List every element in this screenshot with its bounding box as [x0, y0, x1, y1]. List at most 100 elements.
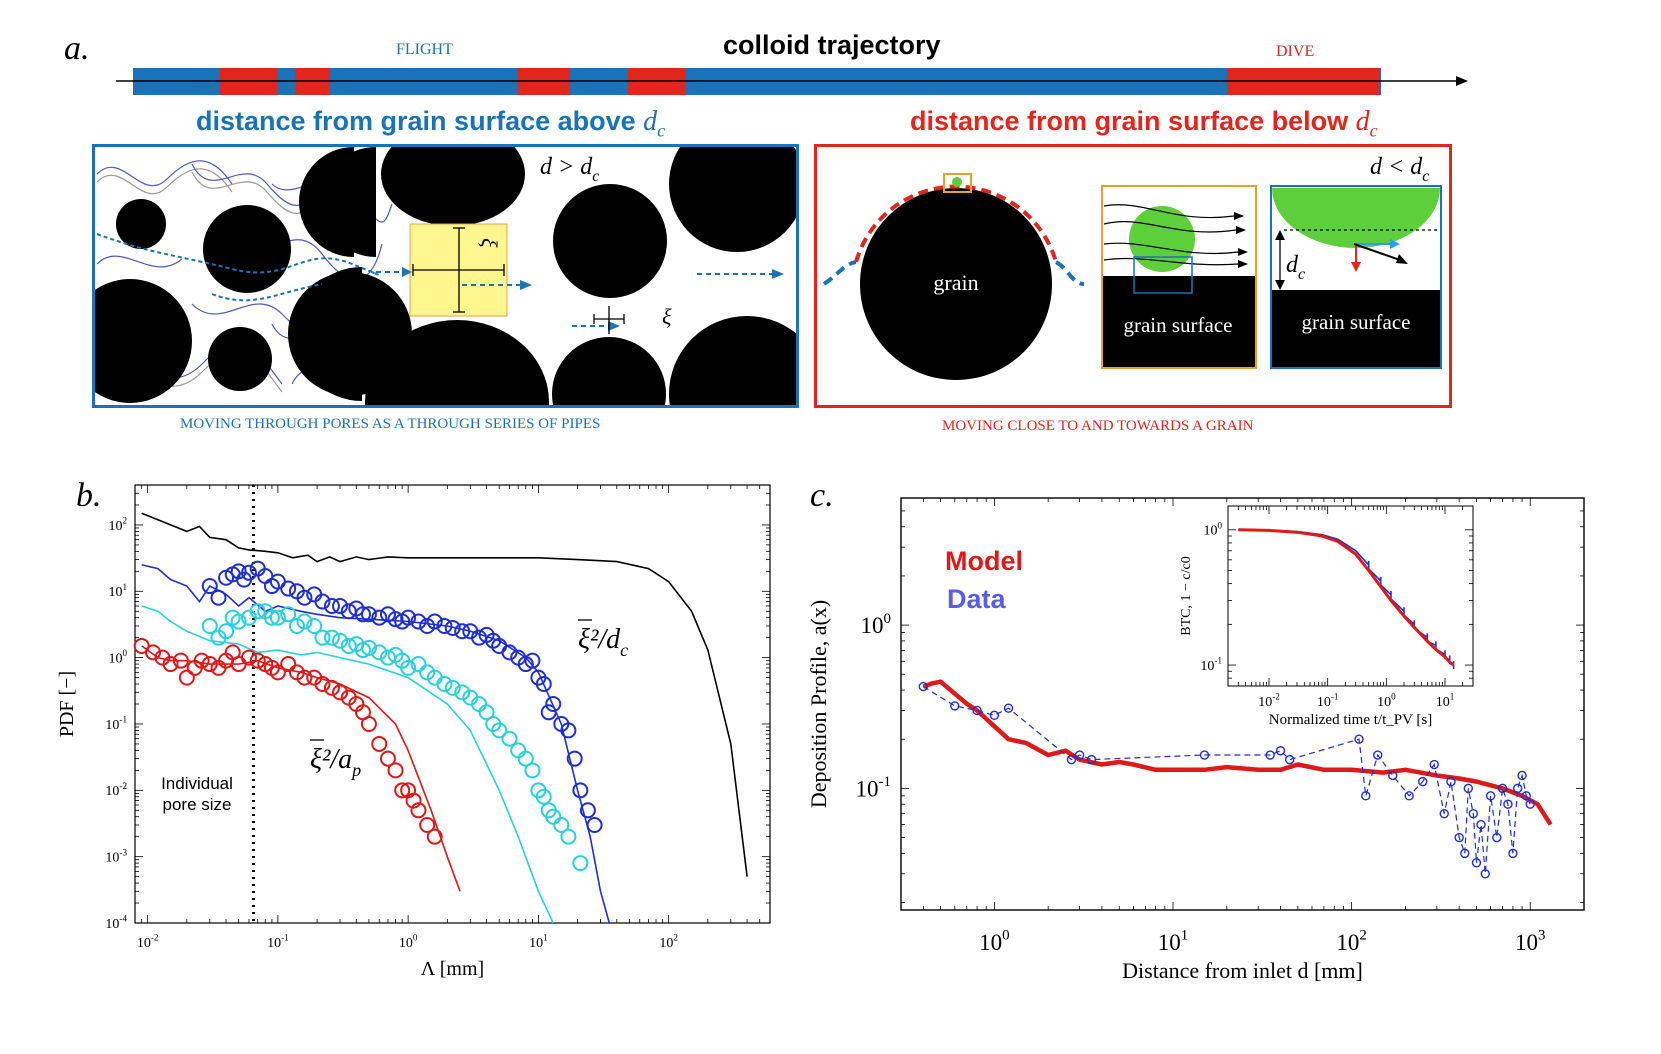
- data-point: [1492, 832, 1502, 843]
- data-point: [1525, 799, 1535, 809]
- data-point: [410, 802, 427, 819]
- x-tick-label: 102: [659, 933, 678, 951]
- x-axis-label: Normalized time t/t_PV [s]: [1269, 712, 1432, 728]
- y-tick-label: 10-1: [105, 715, 127, 733]
- data-point: [314, 629, 331, 646]
- chart-b-annotation-line2: pore size: [163, 795, 232, 814]
- chart-b-annotation-line1: Individual: [161, 774, 233, 793]
- x-tick-label: 10-1: [1317, 692, 1339, 710]
- x-tick-label: 100: [1377, 692, 1396, 710]
- streamlines: [1103, 204, 1239, 266]
- data-point: [201, 617, 218, 634]
- data-point: [162, 656, 179, 673]
- data-point: [426, 613, 443, 630]
- data-point: [201, 578, 218, 595]
- data-point: [394, 782, 411, 799]
- data-point: [517, 750, 534, 767]
- data-point: [501, 644, 518, 661]
- data-point: [918, 681, 929, 692]
- grain: [203, 205, 291, 293]
- trajectory-title: colloid trajectory: [723, 30, 941, 60]
- data-point: [1471, 858, 1482, 868]
- data-point: [280, 606, 297, 623]
- data-point: [491, 722, 508, 739]
- y-tick-label: 10-1: [856, 774, 891, 801]
- colloid: [1129, 206, 1195, 272]
- plot-frame: [134, 484, 771, 924]
- grain: [553, 184, 667, 298]
- legend-data: Data: [947, 584, 1007, 614]
- data-point: [410, 613, 427, 630]
- data-point: [478, 704, 495, 721]
- data-point: [1508, 848, 1518, 859]
- data-point: [1463, 783, 1473, 794]
- data-point: [323, 679, 340, 696]
- data-point: [1003, 703, 1014, 713]
- heading-above-dc: distance from grain surface above dc: [196, 106, 666, 141]
- data-point: [400, 609, 417, 626]
- data-point: [332, 598, 349, 615]
- heading-below-dc: distance from grain surface below dc: [910, 106, 1378, 141]
- data-point: [1388, 770, 1398, 781]
- x-tick-label: 100: [399, 933, 418, 951]
- x-tick-label: 101: [1158, 928, 1188, 955]
- arrow-icon: [520, 280, 532, 290]
- x-tick-label: 10-2: [1258, 692, 1280, 710]
- xi-label: ξ: [477, 238, 502, 248]
- data-point: [230, 563, 247, 580]
- data-point: [1086, 754, 1097, 765]
- grain-surface: [1103, 276, 1255, 367]
- data-point: [360, 639, 377, 656]
- grain-surface: [1272, 290, 1440, 367]
- data-point: [535, 676, 552, 693]
- grain: [860, 188, 1052, 380]
- data-point: [263, 609, 280, 626]
- data-point: [1454, 832, 1464, 843]
- flight-schematic: ξ ξ d > dc: [92, 144, 799, 408]
- grain-surface-label: grain surface: [1123, 313, 1232, 337]
- data-point: [454, 623, 471, 640]
- data-point: [501, 730, 518, 747]
- x-tick-label: 101: [529, 933, 548, 951]
- y-tick-label: 10-4: [105, 914, 127, 932]
- data-point: [1275, 746, 1286, 756]
- data-point: [553, 817, 570, 834]
- data-point: [172, 652, 189, 669]
- y-tick-label: 10-1: [1200, 656, 1222, 674]
- y-tick-label: 10-2: [105, 781, 127, 799]
- grain: [116, 199, 166, 249]
- data-point: [1476, 819, 1486, 830]
- deposition-chart: 100 101 102 103 100 10-1 Distance from inlet d…: [806, 497, 1585, 983]
- data-point: [1199, 750, 1210, 760]
- data-point: [360, 715, 377, 732]
- panel-a-letter: a.: [64, 30, 90, 67]
- y-axis-label: BTC, 1 − c/c0: [1179, 556, 1194, 635]
- data-point: [566, 750, 583, 767]
- data-point: [1503, 799, 1513, 809]
- zoom-box: [943, 173, 972, 193]
- data-point: [240, 564, 257, 581]
- y-tick-label: 100: [108, 648, 127, 666]
- data-point: [296, 669, 313, 686]
- x-tick-label: 101: [1436, 692, 1455, 710]
- panel-c-letter: c.: [810, 477, 834, 514]
- pdf-chart: 10-2 10-1 100 101 102 102 101 100 10-1 10-2 10-3 10…: [56, 484, 771, 980]
- data-point: [545, 808, 562, 825]
- data-point: [560, 722, 577, 739]
- data-point: [280, 656, 297, 673]
- data-point: [540, 704, 557, 721]
- data-point: [323, 598, 340, 615]
- d-lt-dc-label: d < dc: [1370, 154, 1429, 185]
- data-point: [269, 664, 286, 681]
- flight-label: FLIGHT: [396, 41, 453, 58]
- data-point: [1468, 808, 1478, 819]
- data-point: [249, 603, 266, 620]
- data-point: [950, 701, 960, 711]
- data-point: [371, 644, 388, 661]
- grain-half: [299, 147, 354, 257]
- data-point: [535, 788, 552, 805]
- grain: [552, 337, 666, 405]
- dc-label: dc: [1286, 252, 1305, 283]
- grain: [669, 316, 796, 405]
- grain: [95, 279, 192, 403]
